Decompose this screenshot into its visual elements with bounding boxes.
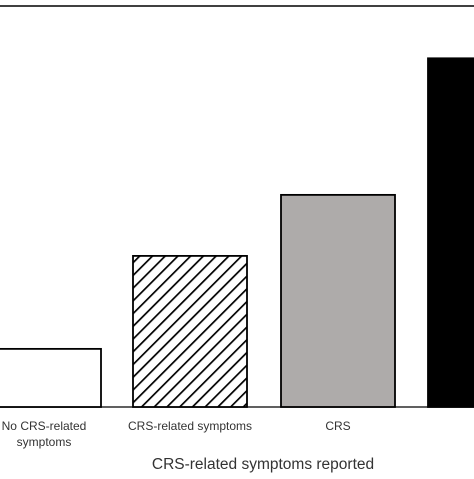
x-tick-label-2: CRS	[325, 419, 350, 433]
bar-3	[427, 57, 474, 408]
bar-1	[132, 254, 248, 408]
x-axis-title: CRS-related symptoms reported	[152, 456, 374, 473]
bar-0	[0, 347, 102, 408]
bars-layer	[0, 57, 474, 408]
bar-2	[280, 193, 396, 408]
x-tick-label-1: CRS-related symptoms	[128, 419, 252, 433]
x-tick-label-0: No CRS-related symptoms	[2, 419, 87, 449]
x-tick-labels: No CRS-related symptoms CRS-related sympto…	[2, 419, 351, 449]
